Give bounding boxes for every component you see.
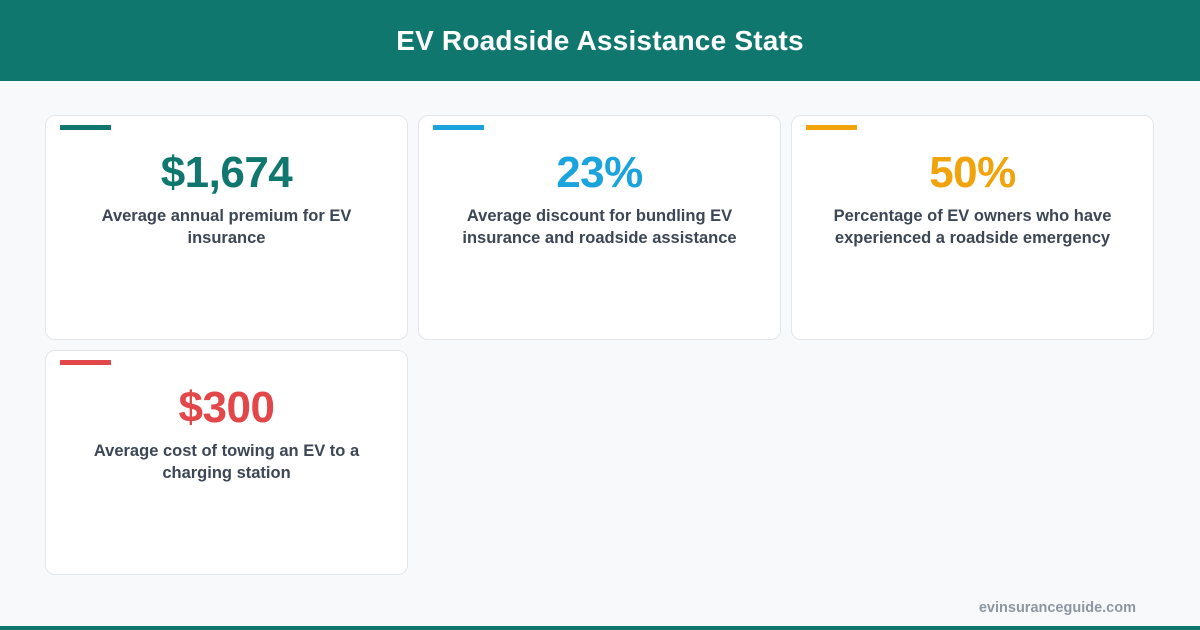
stat-card-discount: 23% Average discount for bundling EV ins… [418,115,781,340]
stat-value: 50% [929,148,1016,197]
stat-description: Percentage of EV owners who have experie… [833,207,1112,247]
stat-value: 23% [556,148,643,197]
card-accent-bar [433,125,484,130]
page-header: EV Roadside Assistance Stats [0,0,1200,81]
stat-card-emergency: 50% Percentage of EV owners who have exp… [791,115,1154,340]
stat-description: Average discount for bundling EV insuran… [462,207,737,247]
footer-brand: evinsuranceguide.com [978,600,1136,616]
stat-card-premium: $1,674 Average annual premium for EV ins… [45,115,408,340]
card-accent-bar [806,125,857,130]
card-accent-bar [60,360,111,365]
page-title: EV Roadside Assistance Stats [396,24,804,56]
card-accent-bar [60,125,111,130]
stat-value: $1,674 [160,148,293,197]
footer-bar [0,626,1200,630]
stat-card-towing: $300 Average cost of towing an EV to a c… [45,350,408,575]
stat-description: Average annual premium for EV insurance [101,207,352,247]
stat-value: $300 [178,383,275,432]
stat-description: Average cost of towing an EV to a chargi… [93,442,360,482]
